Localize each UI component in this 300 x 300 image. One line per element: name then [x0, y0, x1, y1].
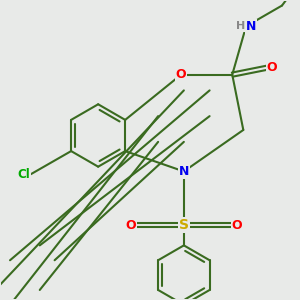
Text: N: N: [179, 165, 189, 178]
Text: O: O: [232, 219, 242, 232]
Text: Cl: Cl: [17, 168, 30, 181]
Text: N: N: [246, 20, 256, 33]
Text: O: O: [267, 61, 278, 74]
Text: O: O: [176, 68, 186, 81]
Text: O: O: [126, 219, 136, 232]
Text: S: S: [179, 218, 189, 232]
Text: H: H: [236, 21, 245, 31]
